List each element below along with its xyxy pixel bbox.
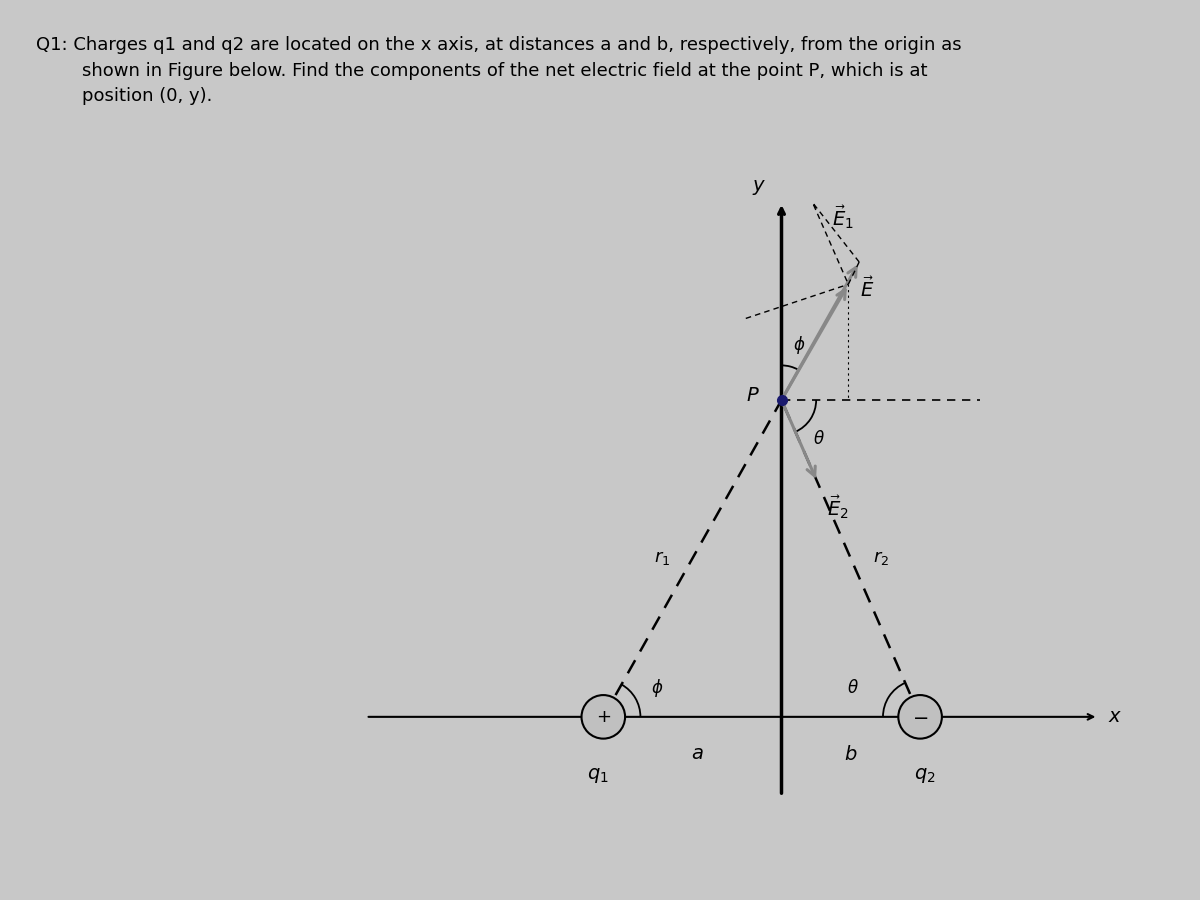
Text: $\vec{E}_2$: $\vec{E}_2$	[827, 493, 848, 521]
Text: $\theta$: $\theta$	[847, 679, 859, 697]
Text: $+$: $+$	[595, 707, 611, 725]
Text: $a$: $a$	[691, 744, 703, 762]
Text: Q1: Charges q1 and q2 are located on the x axis, at distances a and b, respectiv: Q1: Charges q1 and q2 are located on the…	[36, 36, 961, 105]
Text: $x$: $x$	[1109, 707, 1122, 726]
Text: $\vec{E}_1$: $\vec{E}_1$	[832, 203, 854, 231]
Circle shape	[582, 695, 625, 739]
Text: $-$: $-$	[912, 707, 929, 726]
Text: $\vec{E}$: $\vec{E}$	[860, 277, 875, 302]
Circle shape	[899, 695, 942, 739]
Text: $q_2$: $q_2$	[914, 767, 936, 786]
Text: $\phi$: $\phi$	[793, 334, 806, 356]
Text: $q_1$: $q_1$	[588, 767, 610, 786]
Text: $r_2$: $r_2$	[872, 549, 889, 568]
Text: $r_1$: $r_1$	[654, 549, 671, 568]
Text: $y$: $y$	[752, 178, 767, 197]
Text: $P$: $P$	[746, 385, 760, 405]
Text: $b$: $b$	[844, 744, 858, 763]
Text: $\phi$: $\phi$	[650, 677, 664, 699]
Text: $\theta$: $\theta$	[814, 430, 826, 448]
